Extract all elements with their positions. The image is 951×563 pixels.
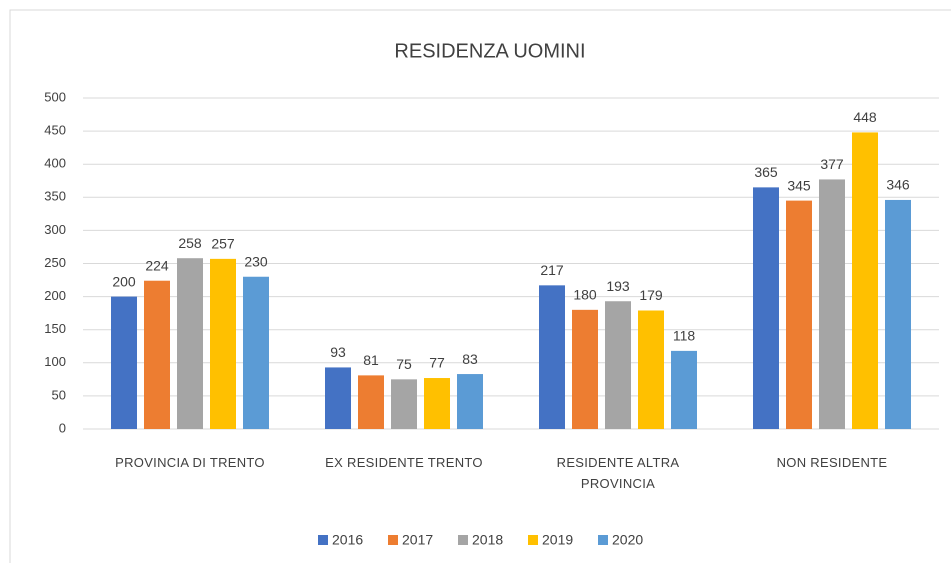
- bar: [852, 132, 878, 429]
- legend-label: 2016: [332, 532, 363, 548]
- legend-swatch: [528, 535, 538, 545]
- data-label: 193: [606, 278, 630, 294]
- bar: [671, 350, 697, 429]
- bar: [391, 379, 417, 429]
- legend-label: 2020: [612, 532, 643, 548]
- legend-label: 2019: [542, 532, 573, 548]
- data-label: 377: [820, 156, 844, 172]
- x-tick-label: RESIDENTE ALTRA PROVINCIA: [556, 455, 680, 491]
- bar: [144, 280, 170, 429]
- data-label: 118: [673, 328, 696, 344]
- bar: [572, 309, 598, 429]
- y-tick-label: 150: [44, 321, 66, 336]
- y-tick-label: 400: [44, 156, 66, 171]
- data-label: 230: [244, 253, 268, 269]
- data-label: 217: [540, 262, 564, 278]
- data-label: 180: [573, 287, 597, 303]
- bar: [177, 258, 203, 429]
- y-tick-label: 500: [44, 89, 66, 104]
- bar: [605, 301, 631, 429]
- chart-title: RESIDENZA UOMINI: [394, 40, 585, 62]
- legend-swatch: [458, 535, 468, 545]
- bar: [111, 296, 137, 429]
- bar: [638, 310, 664, 429]
- legend-swatch: [598, 535, 608, 545]
- x-tick-label: NON RESIDENTE: [776, 455, 888, 470]
- bar: [457, 374, 483, 429]
- y-tick-label: 450: [44, 123, 66, 138]
- legend-swatch: [318, 535, 328, 545]
- data-label: 258: [178, 235, 202, 251]
- y-tick-label: 350: [44, 189, 66, 204]
- x-tick-label: PROVINCIA DI TRENTO: [115, 455, 265, 470]
- y-tick-label: 100: [44, 354, 66, 369]
- y-tick-label: 300: [44, 222, 66, 237]
- bar: [424, 378, 450, 429]
- bar: [325, 367, 351, 429]
- bar: [210, 258, 236, 429]
- bar: [786, 200, 812, 429]
- y-tick-label: 50: [52, 387, 66, 402]
- legend-swatch: [388, 535, 398, 545]
- data-label: 346: [886, 177, 910, 193]
- data-label: 224: [145, 257, 169, 273]
- data-label: 179: [639, 287, 663, 303]
- y-tick-label: 250: [44, 255, 66, 270]
- data-label: 81: [363, 352, 379, 368]
- bar: [819, 179, 845, 429]
- data-label: 345: [787, 177, 811, 193]
- legend-label: 2018: [472, 532, 503, 548]
- data-label: 83: [462, 351, 478, 367]
- y-tick-label: 200: [44, 288, 66, 303]
- bar: [243, 276, 269, 429]
- bar: [753, 187, 779, 429]
- x-tick-label: EX RESIDENTE TRENTO: [325, 455, 483, 470]
- legend-label: 2017: [402, 532, 433, 548]
- data-label: 257: [211, 236, 235, 252]
- bar: [885, 199, 911, 429]
- data-label: 93: [330, 344, 346, 360]
- bar: [358, 375, 384, 429]
- data-label: 75: [396, 356, 412, 372]
- data-label: 200: [112, 273, 136, 289]
- data-label: 77: [429, 355, 445, 371]
- y-tick-label: 0: [59, 420, 66, 435]
- bar: [539, 285, 565, 429]
- data-label: 365: [754, 164, 778, 180]
- data-label: 448: [853, 109, 877, 125]
